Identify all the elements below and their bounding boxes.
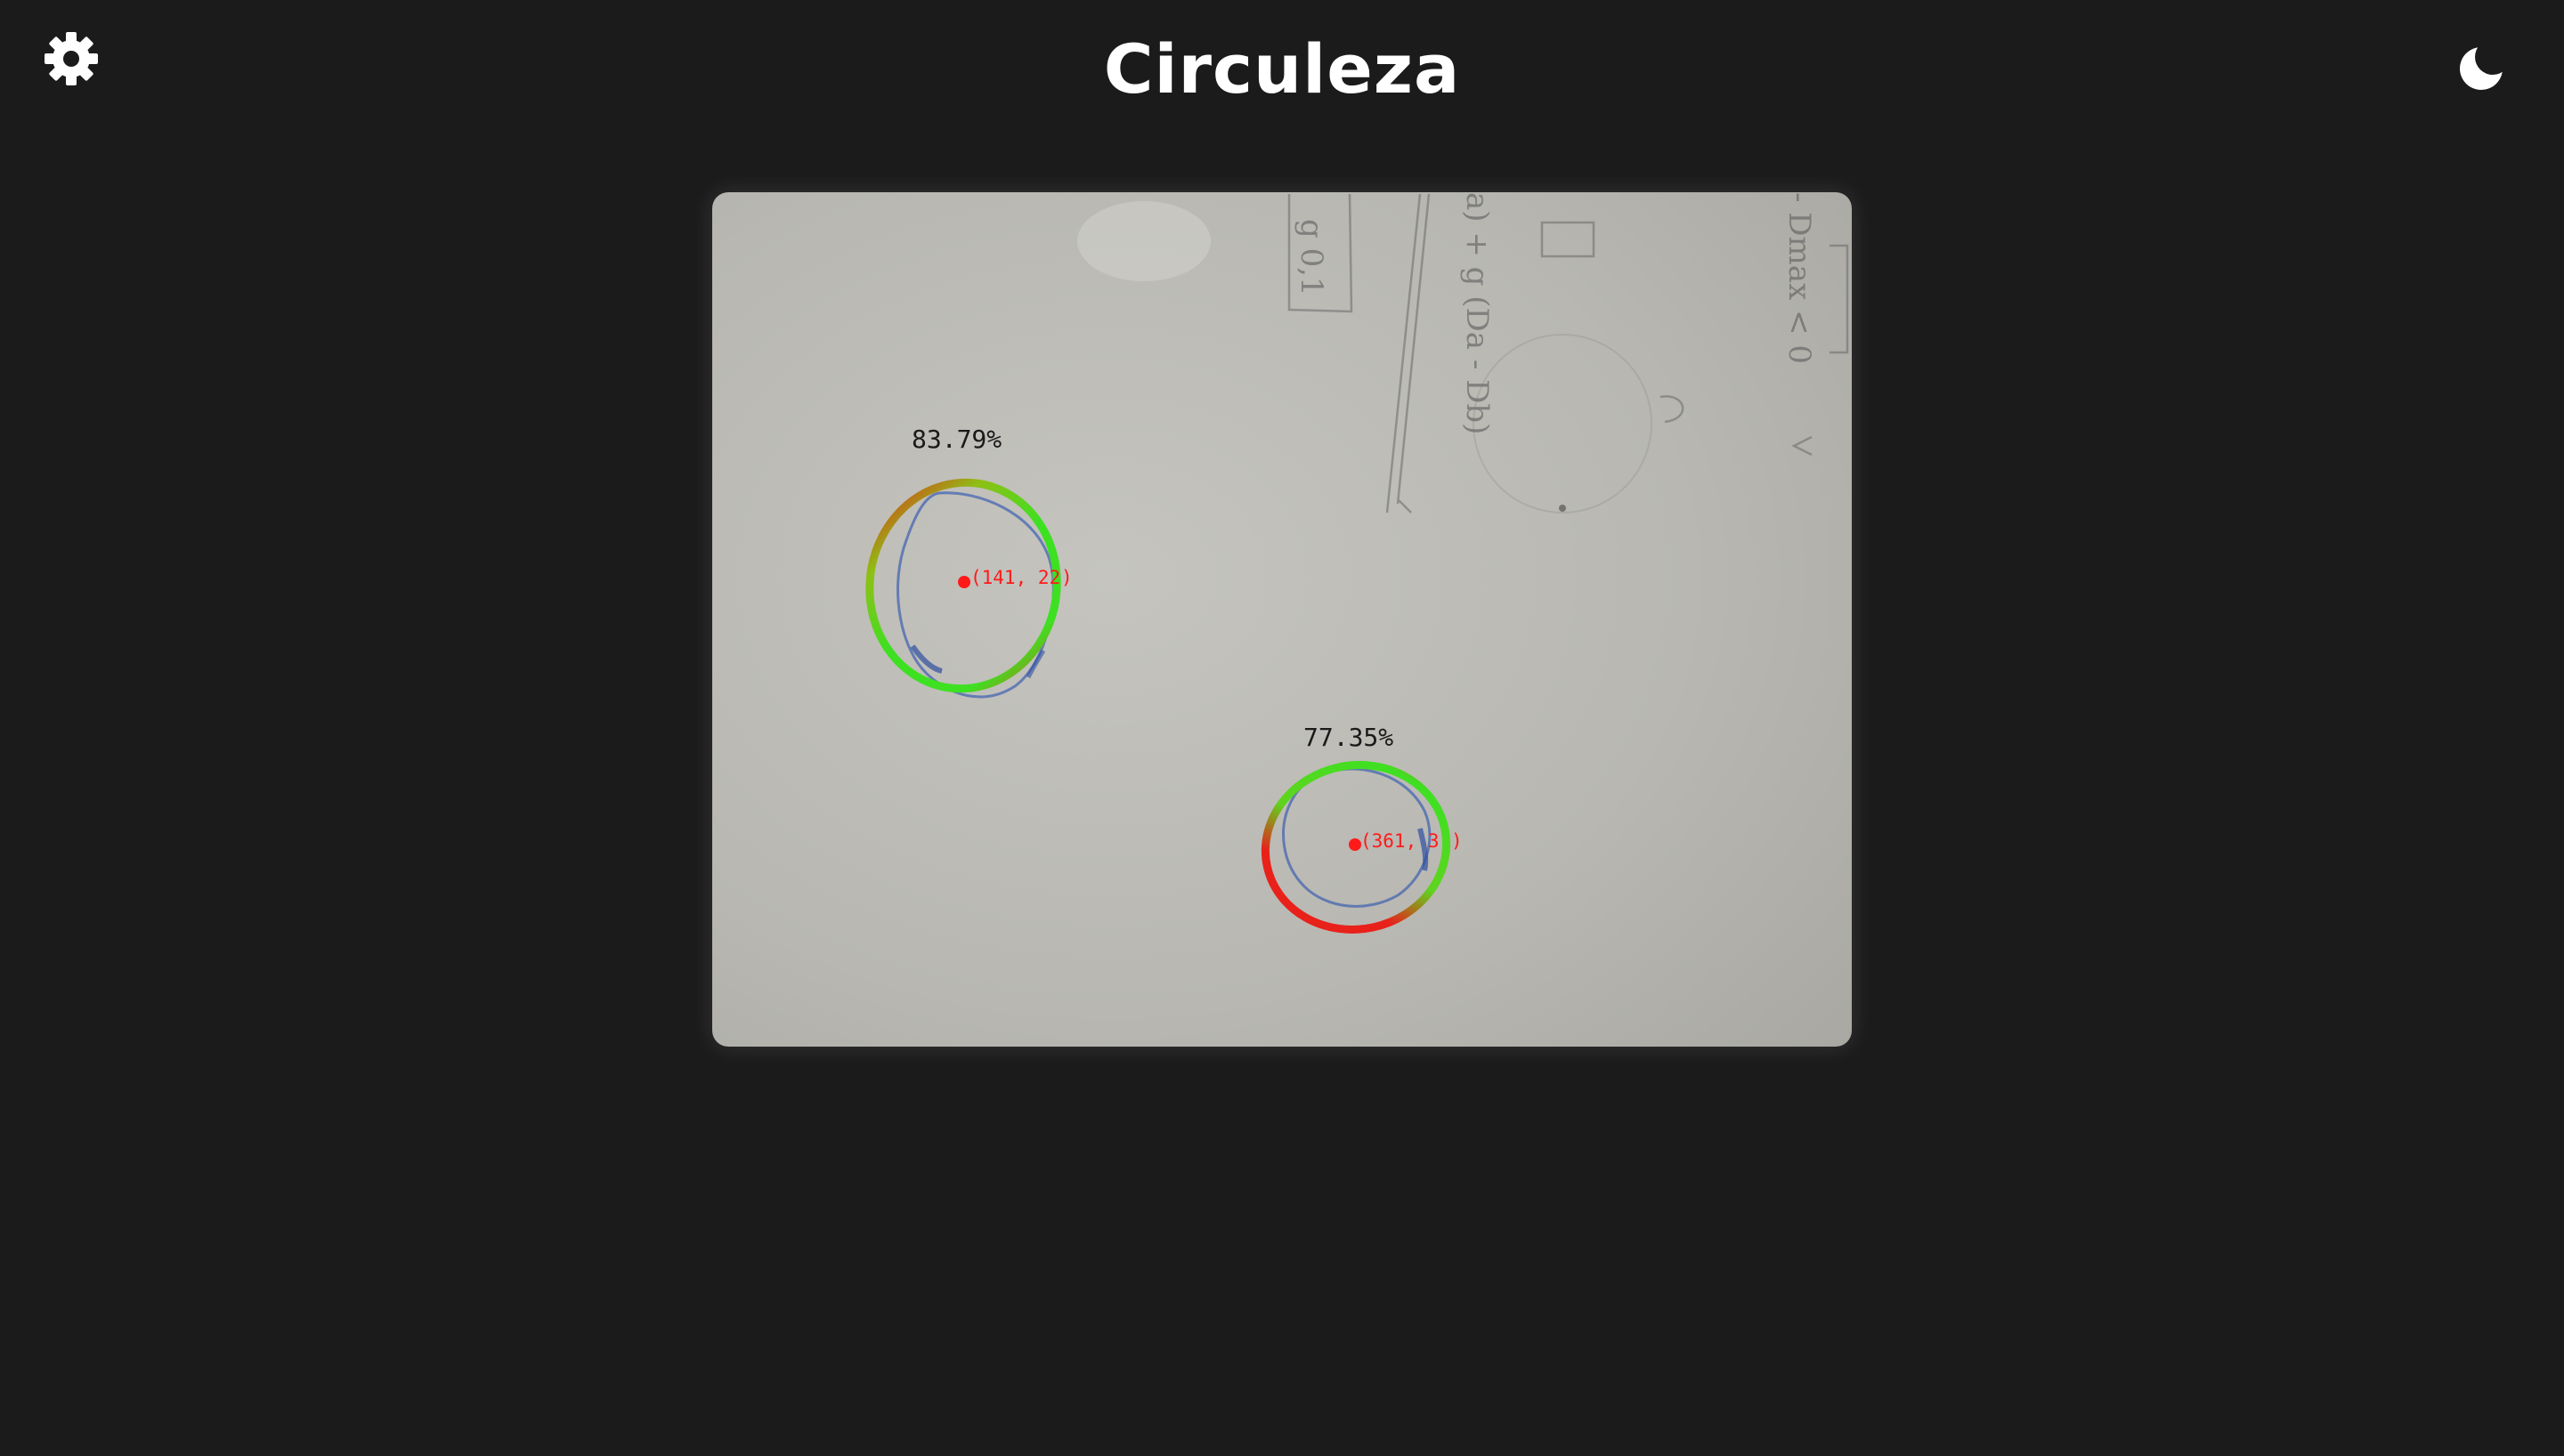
handwriting-formula: a) + g (Da - Db) [1459,192,1495,434]
paper-background [712,192,1852,1047]
fit-ring-2 [1261,761,1451,934]
background-handwriting [1287,193,1849,514]
circle-2-center-tail: ) [1451,830,1463,852]
camera-feed-canvas: g 0,1 a) + g (Da - Db) - Dmax < 0 (141, … [712,192,1852,1047]
center-marker-1 [958,576,970,588]
camera-feed: g 0,1 a) + g (Da - Db) - Dmax < 0 (141, … [712,192,1852,1047]
circle-1-center-label: (141, 22 [970,567,1060,588]
moon-icon [2460,47,2503,90]
handwriting-text: g 0,1 a) + g (Da - Db) - Dmax < 0 [1294,192,1817,434]
circle-1-center-tail: ) [1061,567,1073,588]
drawn-ink-circle-1 [897,491,1055,699]
circle-2-center-label: (361, 3 [1360,830,1440,852]
theme-toggle-button[interactable] [2457,43,2507,93]
circle-2-score-label: 77.35% [1303,723,1393,752]
page-title: Circuleza [1103,29,1461,109]
circle-1-score-label: 83.79% [912,425,1002,454]
fit-ring-1 [865,478,1061,693]
detected-circle-1: (141, 22 ) 83.79% [865,425,1073,699]
settings-button[interactable] [43,30,100,87]
drawn-ink-circle-2 [1282,767,1432,908]
detected-circle-2: (361, 3 ) 77.35% [1261,723,1463,934]
center-marker-2 [1349,838,1361,851]
handwriting-side-note: - Dmax < 0 [1781,192,1817,364]
handwriting-boxed-value: g 0,1 [1294,219,1329,296]
gear-icon [45,32,98,85]
